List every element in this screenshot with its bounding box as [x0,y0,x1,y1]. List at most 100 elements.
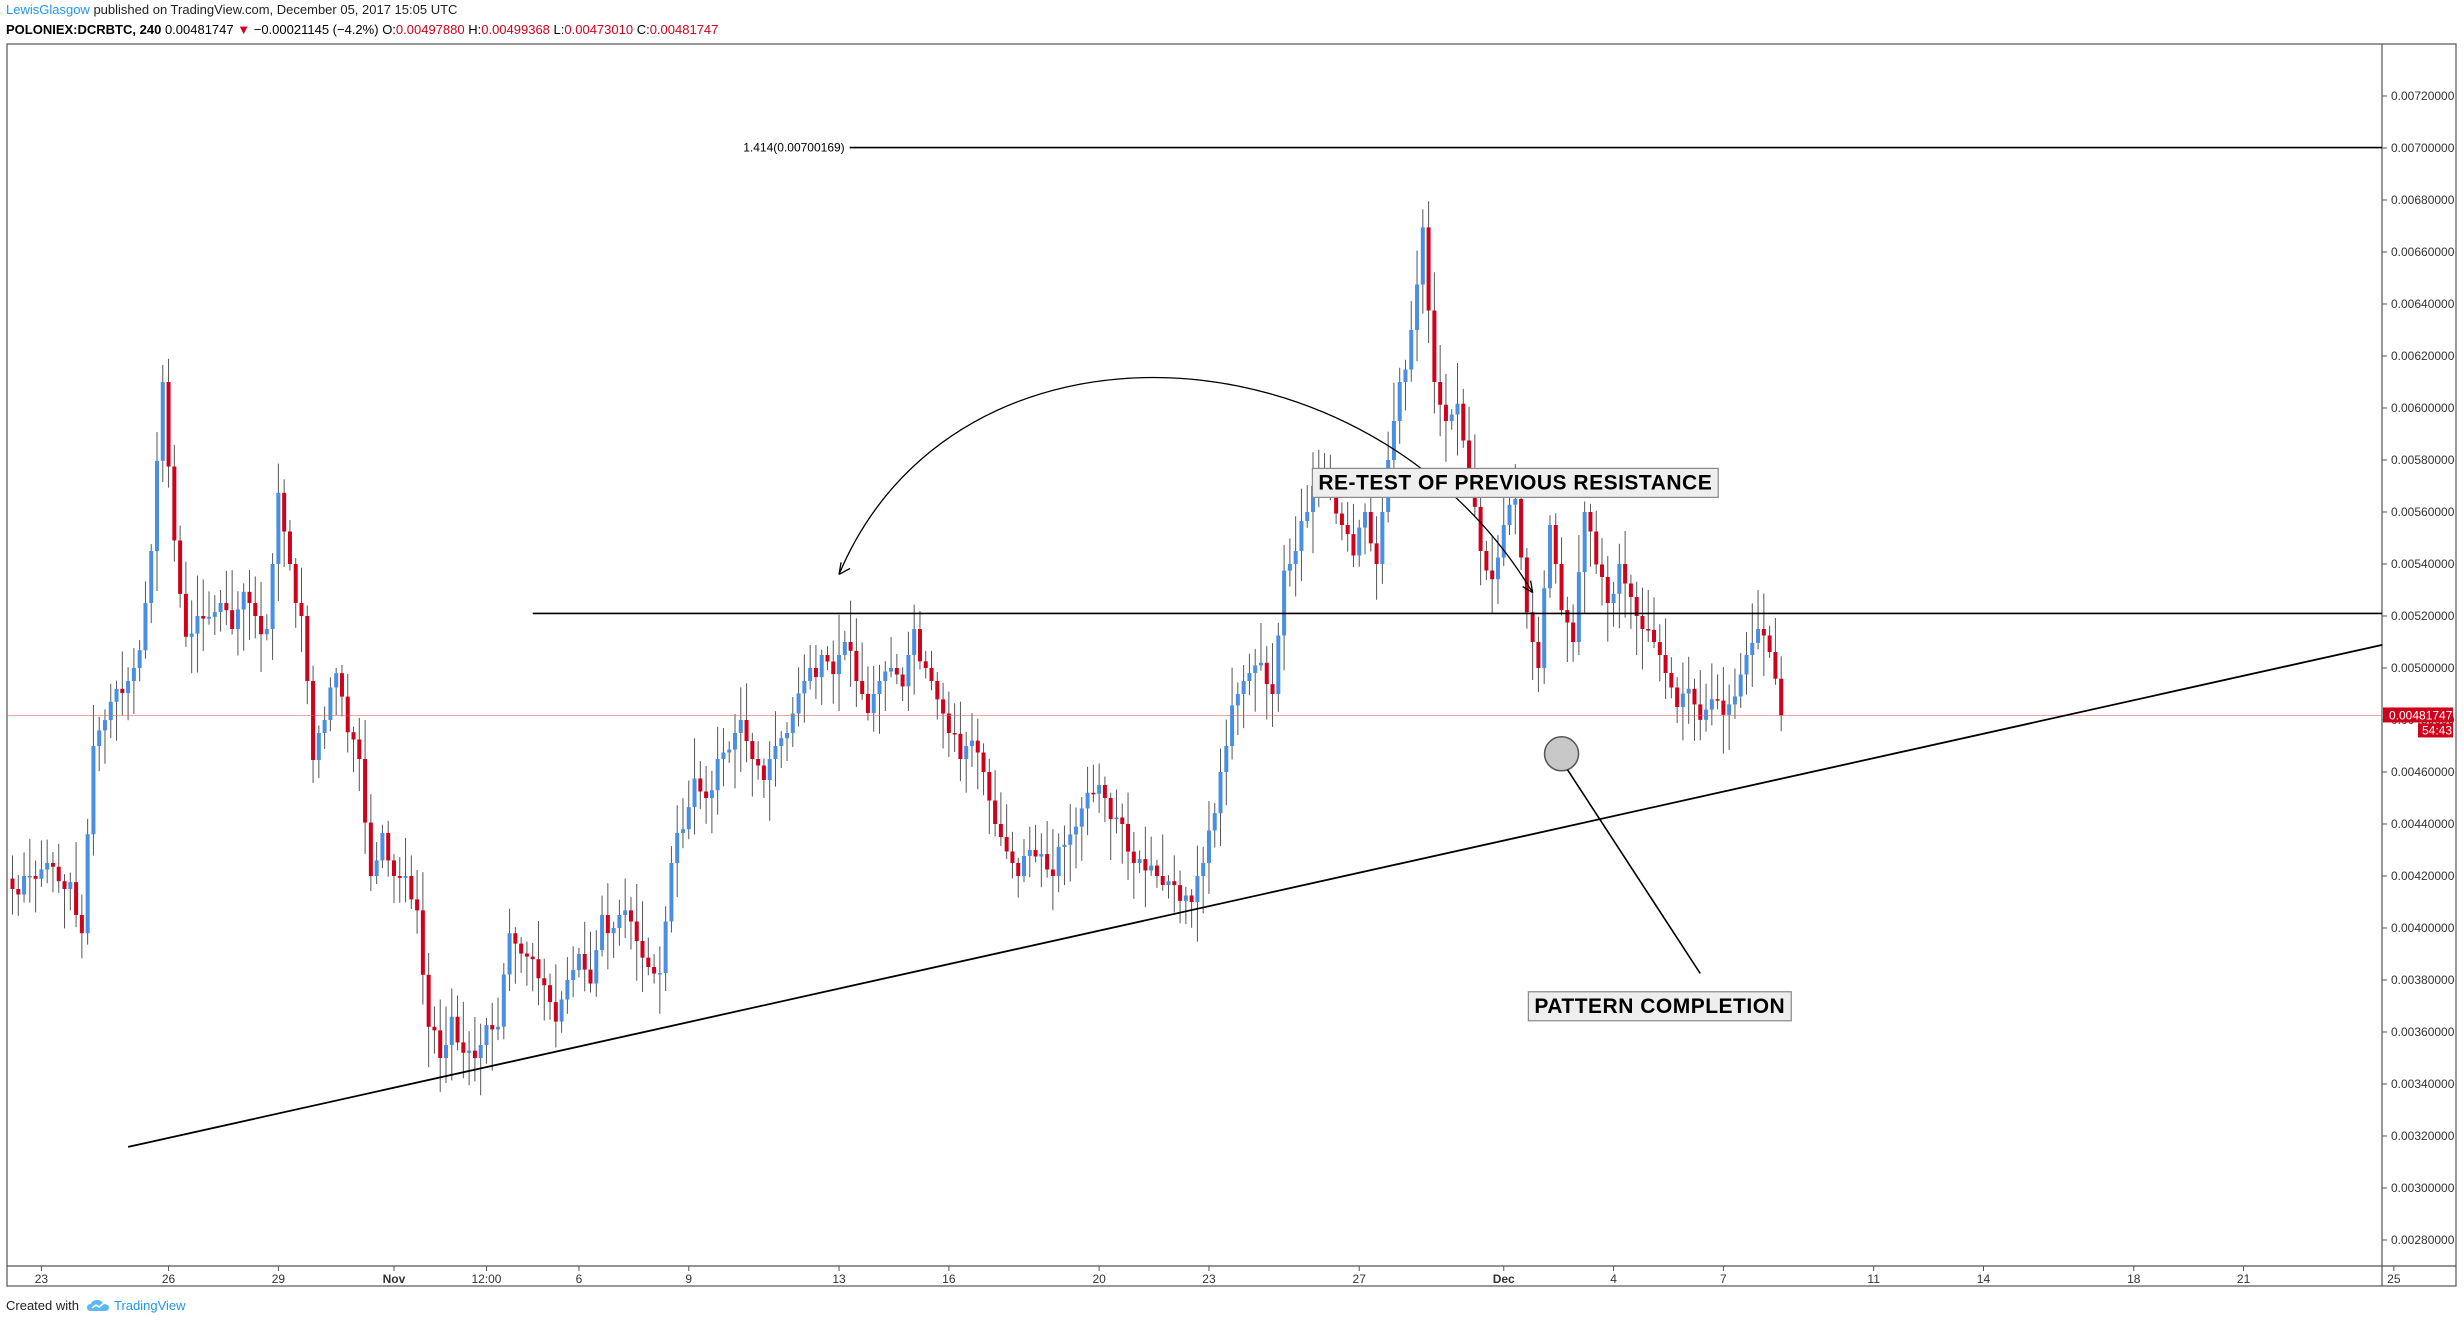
candle-body [680,829,685,833]
candle-body [686,807,691,830]
close-value: 0.00481747 [649,22,719,37]
candle-body [1201,863,1206,877]
candle-body [155,460,159,551]
candle-body [293,564,298,604]
high-value: 0.00499368 [481,22,550,37]
candle-body [785,733,790,739]
candle-body [854,650,859,681]
candle-body [357,739,362,759]
candle-body [675,832,680,863]
last-value: 0.00481747 [164,22,234,37]
candle-body [1663,655,1668,673]
candle-body [195,616,200,634]
candle-body [617,915,622,928]
candle-body [1345,525,1350,535]
author-link[interactable]: LewisGlasgow [6,2,90,17]
candle-body [79,915,84,934]
candle-body [634,921,639,941]
candle-body [1374,543,1379,564]
candle-body [1519,499,1524,558]
candle-body [189,633,194,637]
candle-body [935,681,940,700]
price-tick-label: 0.00280000 [2391,1233,2455,1247]
candle-body [1704,709,1709,720]
candle-body [1004,837,1009,852]
candle-body [848,642,853,651]
candle-body [594,950,599,984]
candle-body [490,1025,495,1030]
candle-body [733,733,737,750]
close-label: C: [636,22,650,37]
time-tick-label: 25 [2387,1272,2401,1286]
candle-body [311,681,316,760]
candle-body [912,629,917,655]
created-with-label: Created with [6,1298,79,1313]
time-tick-label: 6 [576,1272,583,1286]
candle-body [1524,557,1529,613]
candle-body [1501,525,1506,558]
candle-body [108,701,113,721]
candle-body [548,985,553,1003]
candle-body [1657,642,1662,655]
candle-body [1218,772,1223,814]
candle-body [738,720,743,733]
price-tick-label: 0.00600000 [2391,401,2455,415]
candle-body [813,668,818,678]
candle-body [45,863,50,870]
candle-body [744,720,749,742]
candle-body [449,1016,454,1045]
candle-body [1074,826,1079,835]
candle-body [1409,330,1414,370]
candle-body [432,1026,437,1031]
candle-body [1270,684,1275,694]
candle-body [553,1002,558,1022]
candle-body [975,740,980,753]
published-text: published on TradingView.com, December 0… [89,2,458,17]
candle-body [1565,610,1570,623]
candle-body [941,699,946,714]
candle-body [102,720,107,731]
time-tick-label: 29 [272,1272,286,1286]
candle-body [981,752,986,772]
candle-body [1189,895,1194,902]
last-price-badge [2383,707,2453,723]
time-tick-label: 16 [942,1272,956,1286]
candle-body [1623,564,1628,584]
candle-body [438,1030,443,1058]
candle-body [952,733,957,735]
candle-body [74,882,79,915]
candle-body [1224,746,1229,772]
candle-body [750,741,755,759]
candle-body [1299,521,1304,551]
candle-body [1282,570,1287,636]
candle-body [1605,577,1610,603]
candle-body [212,612,217,617]
candle-body [987,772,992,801]
countdown-badge [2418,723,2453,738]
tradingview-brand[interactable]: TradingView [86,1298,186,1313]
time-tick-label: 14 [1977,1272,1991,1286]
candle-body [1756,629,1761,643]
candle-body [1276,635,1281,694]
time-tick-label: 13 [832,1272,846,1286]
candle-body [126,681,131,694]
candle-body [10,878,15,889]
candle-body [628,910,633,922]
candle-body [663,921,668,974]
time-tick-label: 7 [1720,1272,1727,1286]
candle-body [1732,696,1737,705]
candle-body [524,953,529,957]
candle-body [1686,688,1691,694]
candle-body [1594,531,1599,565]
tradingview-brand-label: TradingView [113,1298,186,1313]
candle-body [576,954,581,971]
price-tick-label: 0.00400000 [2391,921,2455,935]
candle-body [1022,855,1026,876]
candle-body [1264,662,1269,685]
candle-body [1339,513,1344,525]
candle-body [1154,865,1159,876]
candle-body [409,876,414,900]
candle-body [1750,642,1755,655]
completion-circle [1543,736,1580,772]
